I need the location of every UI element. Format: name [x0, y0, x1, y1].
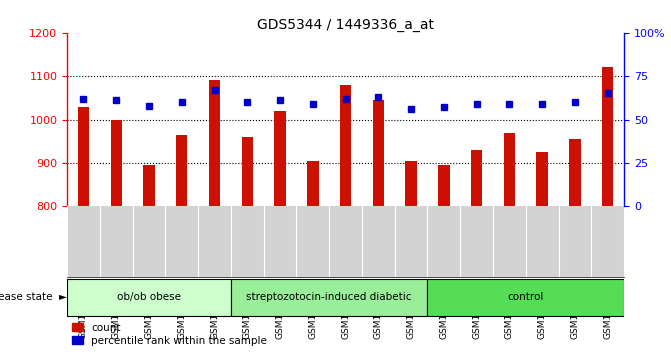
Bar: [405, 161, 417, 207]
Bar: [340, 85, 352, 207]
Text: streptozotocin-induced diabetic: streptozotocin-induced diabetic: [246, 292, 412, 302]
Bar: [209, 81, 220, 207]
Text: ob/ob obese: ob/ob obese: [117, 292, 181, 302]
Bar: [438, 165, 450, 207]
Text: control: control: [507, 292, 544, 302]
Text: disease state  ►: disease state ►: [0, 292, 67, 302]
Bar: [176, 135, 187, 207]
Bar: [602, 68, 613, 207]
Bar: [471, 150, 482, 207]
Bar: [274, 111, 286, 207]
Legend: count, percentile rank within the sample: count, percentile rank within the sample: [72, 323, 267, 346]
Bar: [569, 139, 580, 207]
Bar: [307, 161, 319, 207]
Bar: [242, 137, 253, 207]
Bar: [231, 279, 427, 316]
Bar: [144, 165, 155, 207]
Bar: [78, 106, 89, 207]
Bar: [536, 152, 548, 207]
Title: GDS5344 / 1449336_a_at: GDS5344 / 1449336_a_at: [257, 18, 434, 32]
Bar: [427, 279, 624, 316]
Bar: [504, 132, 515, 207]
Bar: [67, 279, 231, 316]
Bar: [111, 119, 122, 207]
Bar: [372, 100, 384, 207]
